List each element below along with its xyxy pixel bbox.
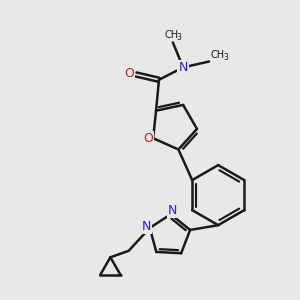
Text: O: O xyxy=(143,132,153,145)
Text: N: N xyxy=(142,220,151,233)
Text: CH: CH xyxy=(164,30,178,40)
Text: CH: CH xyxy=(210,50,224,60)
Text: O: O xyxy=(124,67,134,80)
Text: 3: 3 xyxy=(224,52,229,62)
Text: N: N xyxy=(178,61,188,74)
Text: 3: 3 xyxy=(177,33,182,42)
Text: N: N xyxy=(167,204,177,217)
